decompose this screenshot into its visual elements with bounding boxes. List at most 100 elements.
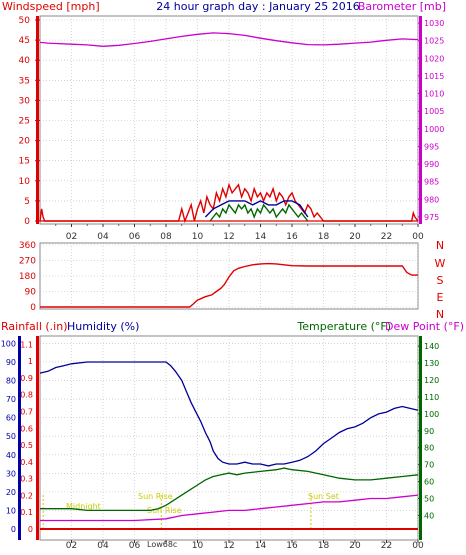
windspeed-tick-5: 5: [24, 197, 30, 207]
temperature-tick-60: 60: [424, 478, 434, 487]
bottom-x-tick-06: 06: [129, 541, 141, 551]
rainfall-tick-0.8: 0.8: [20, 391, 33, 400]
humidity-axis-title: Humidity (%): [67, 320, 139, 333]
temperature-tick-120: 120: [424, 376, 439, 385]
barometer-tick-1010: 1010: [424, 90, 444, 99]
bottom-x-tick-04: 04: [97, 541, 109, 551]
sunrise-annotation-shadow: Sun Rise: [147, 506, 182, 515]
direction-tick-180: 180: [19, 272, 36, 282]
bottom-x-tick-14: 14: [255, 541, 267, 551]
rainfall-tick-0: 0: [28, 525, 33, 534]
windspeed-tick-25: 25: [19, 117, 30, 127]
top-x-tick-00: 00: [412, 232, 424, 242]
barometer-tick-1025: 1025: [424, 37, 444, 46]
bottom-x-tick-00: 00: [412, 541, 424, 551]
windspeed-tick-0: 0: [24, 217, 30, 227]
humidity-tick-20: 20: [6, 488, 16, 497]
temperature-tick-90: 90: [424, 427, 434, 436]
bottom-x-tick-20: 20: [349, 541, 361, 551]
windspeed-tick-50: 50: [19, 16, 31, 26]
rainfall-tick-0.4: 0.4: [20, 458, 33, 467]
top-x-tick-08: 08: [160, 232, 172, 242]
windspeed-sustained-line: [209, 203, 309, 222]
barometer-axis-bar: [419, 16, 422, 224]
humidity-tick-70: 70: [6, 395, 16, 404]
direction-label-s: S: [437, 274, 444, 287]
barometer-tick-995: 995: [424, 142, 439, 151]
bottom-x-tick-02: 02: [66, 541, 77, 551]
barometer-tick-975: 975: [424, 213, 439, 222]
dewpoint-axis-title: Dew Point (°F): [385, 320, 464, 333]
temperature-tick-40: 40: [424, 511, 434, 520]
direction-tick-360: 360: [19, 241, 36, 251]
windspeed-tick-20: 20: [19, 137, 31, 147]
barometer-tick-990: 990: [424, 160, 439, 169]
windspeed-tick-10: 10: [19, 177, 31, 187]
top-x-tick-22: 22: [381, 232, 392, 242]
temperature-tick-130: 130: [424, 359, 439, 368]
rainfall-tick-0.7: 0.7: [20, 408, 33, 417]
top-x-tick-18: 18: [318, 232, 330, 242]
top-x-tick-12: 12: [223, 232, 234, 242]
windspeed-axis-bar: [36, 16, 39, 224]
direction-label-w: W: [435, 257, 446, 270]
rainfall-axis-bar: [36, 336, 39, 540]
windspeed-tick-15: 15: [19, 157, 30, 167]
windspeed-average-line: [204, 200, 309, 218]
barometer-axis-title: Barometer [mb]: [358, 0, 446, 13]
humidity-tick-60: 60: [6, 414, 16, 423]
rainfall-tick-0.3: 0.3: [20, 475, 33, 484]
direction-label-e: E: [437, 291, 444, 304]
wind-direction-line: [40, 262, 418, 308]
direction-tick-90: 90: [25, 288, 37, 298]
temperature-tick-140: 140: [424, 342, 439, 351]
temperature-tick-50: 50: [424, 495, 434, 504]
temperature-tick-70: 70: [424, 461, 434, 470]
humidity-tick-30: 30: [6, 469, 16, 478]
windspeed-tick-40: 40: [19, 56, 31, 66]
barometer-tick-985: 985: [424, 178, 439, 187]
bottom-x-tick-18: 18: [318, 541, 330, 551]
rainfall-tick-0.6: 0.6: [20, 424, 33, 433]
top-x-tick-04: 04: [97, 232, 109, 242]
rainfall-tick-1.1: 1.1: [20, 340, 33, 349]
bottom-x-tick-10: 10: [192, 541, 204, 551]
top-x-tick-14: 14: [255, 232, 267, 242]
bottom-x-tick-16: 16: [286, 541, 298, 551]
barometer-tick-980: 980: [424, 195, 439, 204]
midnight-annotation: Midnight: [66, 502, 101, 511]
rainfall-tick-1: 1: [28, 357, 33, 366]
direction-tick-0: 0: [30, 303, 36, 313]
temperature-tick-110: 110: [424, 393, 439, 402]
barometer-tick-1020: 1020: [424, 54, 444, 63]
temperature-line: [40, 467, 419, 512]
rainfall-axis-title: Rainfall (.in): [1, 320, 68, 333]
temperature-tick-80: 80: [424, 444, 434, 453]
direction-label-n-bottom: N: [436, 308, 444, 321]
low-annotation: Low68c: [147, 540, 177, 549]
direction-tick-270: 270: [19, 257, 36, 267]
sunrise-annotation: Sun Rise: [138, 492, 173, 501]
windspeed-tick-30: 30: [19, 96, 31, 106]
rainfall-tick-0.1: 0.1: [20, 508, 33, 517]
humidity-tick-100: 100: [1, 339, 16, 348]
windspeed-tick-35: 35: [19, 76, 30, 86]
sunset-annotation: Sun Set: [308, 492, 339, 501]
humidity-tick-50: 50: [6, 432, 16, 441]
top-x-tick-06: 06: [129, 232, 141, 242]
dew-point-line: [40, 494, 419, 522]
temperature-tick-100: 100: [424, 410, 439, 419]
rainfall-tick-0.2: 0.2: [20, 491, 33, 500]
top-x-tick-20: 20: [349, 232, 361, 242]
humidity-axis-bar: [18, 336, 21, 540]
temperature-axis-title: Temperature (°F): [296, 320, 391, 333]
humidity-tick-10: 10: [6, 506, 16, 515]
barometer-line: [39, 32, 419, 47]
rainfall-tick-0.5: 0.5: [20, 441, 33, 450]
direction-label-n-top: N: [436, 239, 444, 252]
humidity-line: [39, 361, 419, 467]
top-x-tick-02: 02: [66, 232, 77, 242]
humidity-tick-90: 90: [6, 358, 16, 367]
